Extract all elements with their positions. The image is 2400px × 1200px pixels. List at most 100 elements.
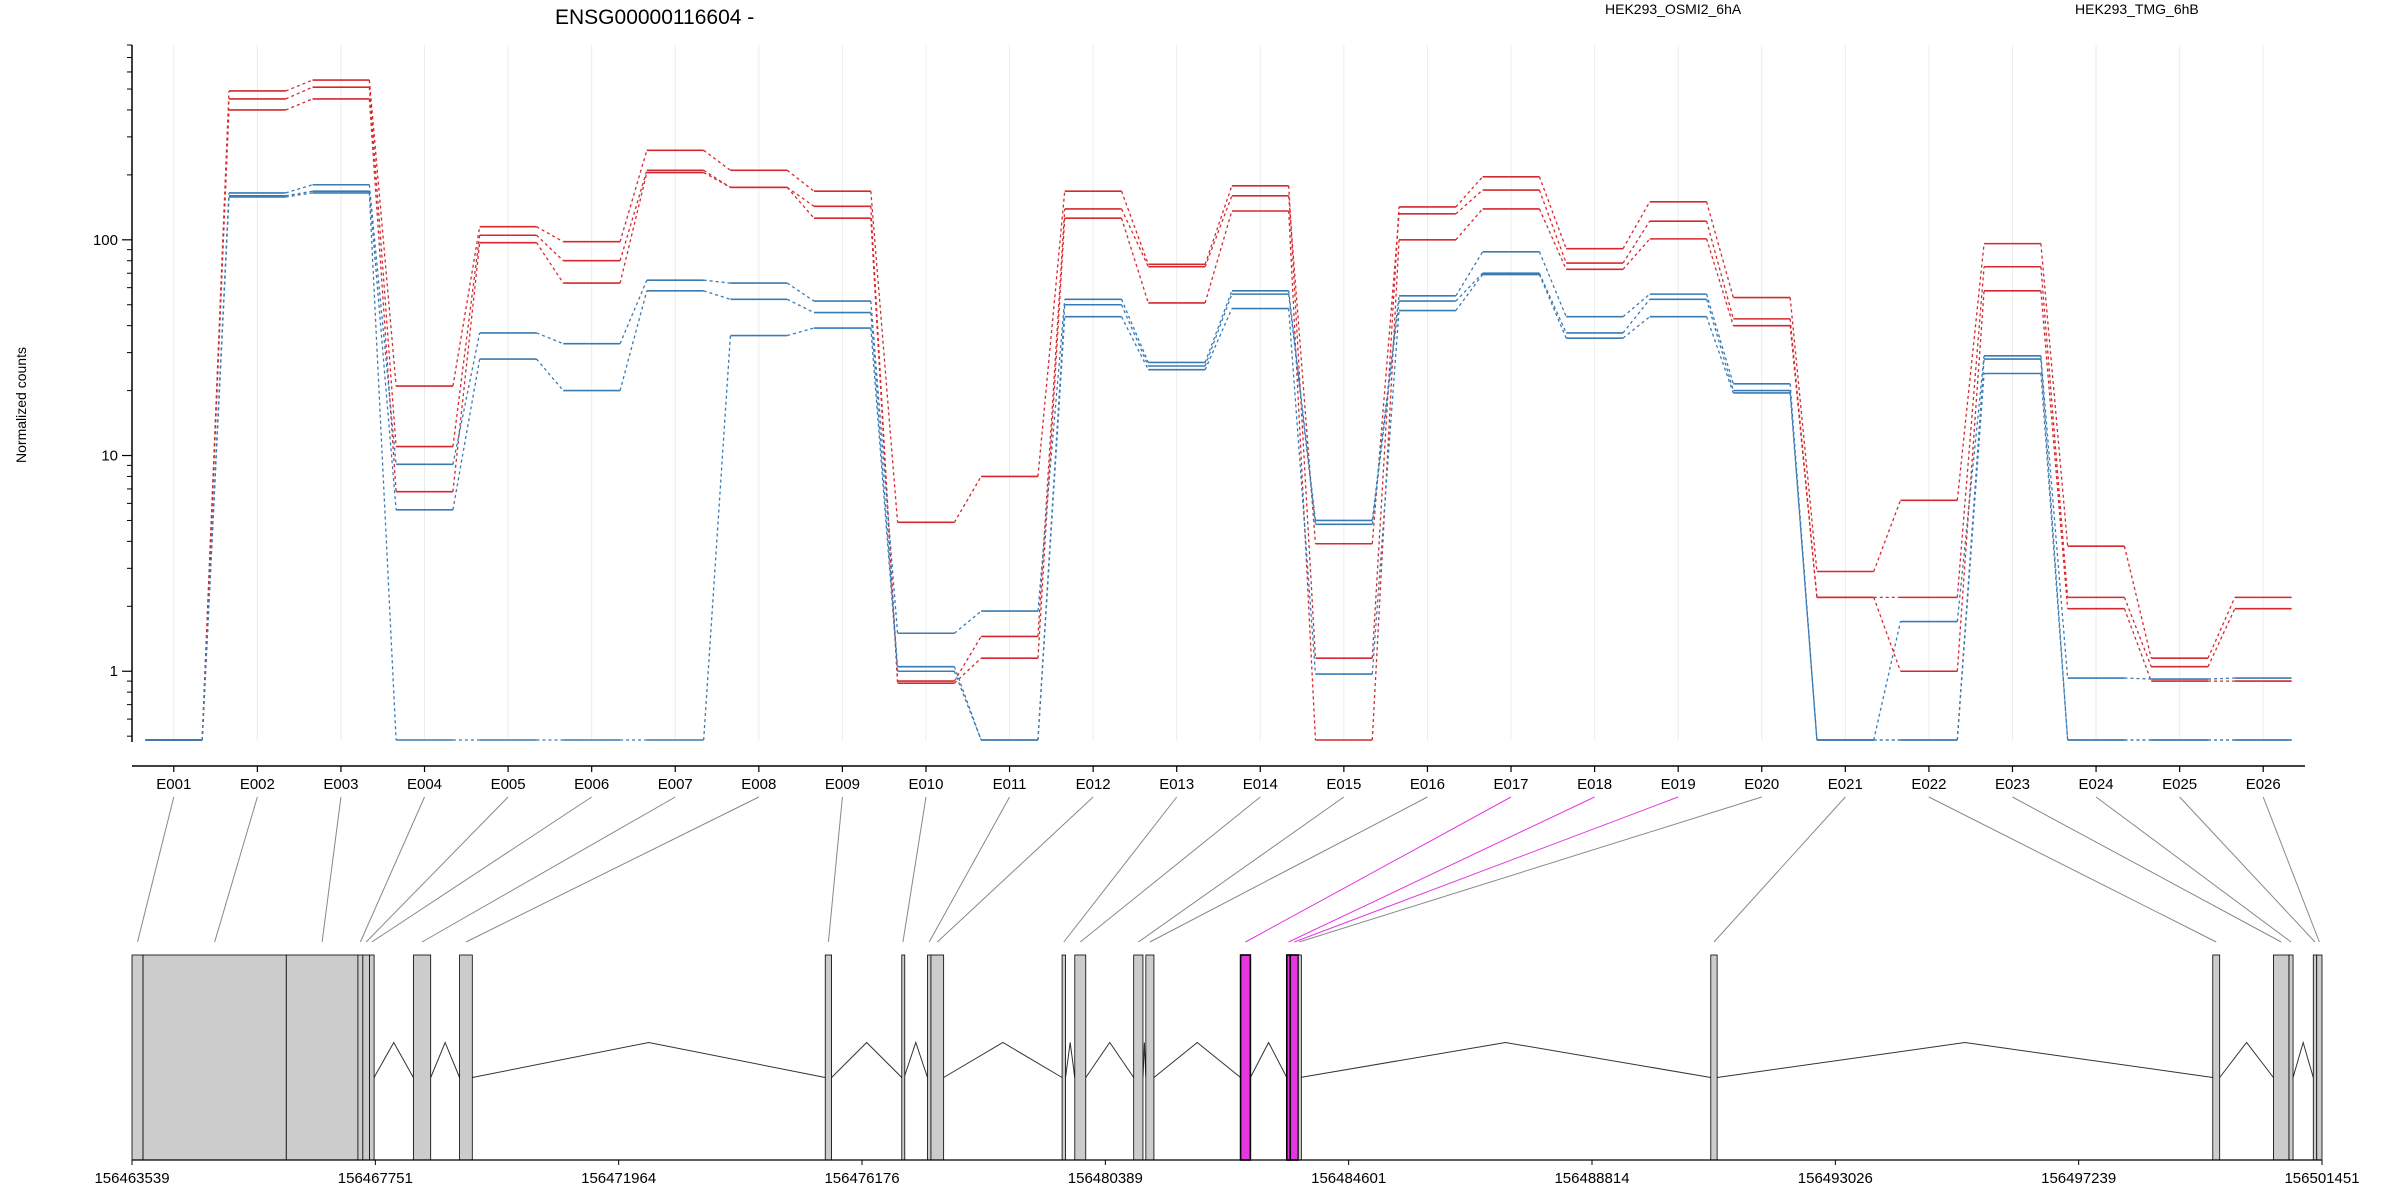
x-tick-label: E017: [1493, 776, 1528, 793]
grid-lines: [173, 45, 2264, 740]
exon-E002: [142, 954, 287, 1161]
series-transition: [201, 192, 230, 741]
exon-E020: [1297, 954, 1302, 1161]
series-transition: [535, 242, 564, 284]
series-transition: [1288, 290, 1317, 521]
x-tick-label: E013: [1159, 776, 1194, 793]
coord-tick-label: 156488814: [1554, 1170, 1629, 1187]
exon-E010: [901, 954, 906, 1161]
intron: [1065, 1042, 1076, 1078]
series-transition: [368, 184, 397, 465]
x-tick-label: E003: [323, 776, 358, 793]
series-transition: [1204, 185, 1233, 265]
y-axis-label: Normalized counts: [13, 347, 29, 463]
intron: [373, 1041, 414, 1078]
series-transition: [619, 172, 648, 284]
series-transition: [619, 290, 648, 391]
exon-E008: [459, 954, 473, 1161]
series-transition: [2207, 597, 2236, 659]
series-transition: [2123, 597, 2152, 667]
series-transition: [1371, 310, 1400, 675]
intron: [1142, 1042, 1147, 1078]
connector-E018: [1288, 796, 1595, 943]
exon-E003: [285, 954, 359, 1161]
series-transition: [1455, 272, 1484, 302]
series-transition: [786, 282, 815, 302]
series-transition: [1120, 299, 1149, 363]
coord-tick-label: 156467751: [338, 1170, 413, 1187]
series-transition: [1622, 298, 1651, 334]
series-transition: [452, 358, 481, 510]
connector-E026: [2262, 796, 2320, 943]
exon-E022: [2212, 954, 2221, 1161]
series-transition: [703, 335, 732, 741]
series-transition: [1873, 500, 1902, 572]
exon-E012: [930, 954, 945, 1161]
exon-E009: [824, 954, 832, 1161]
series-transition: [2123, 546, 2152, 659]
connector-E006: [371, 796, 592, 943]
series-transition: [1538, 251, 1567, 317]
intron: [943, 1041, 1063, 1078]
series-transition: [1538, 189, 1567, 264]
series-transition: [368, 192, 397, 741]
intron: [472, 1041, 826, 1078]
coord-tick-label: 156463539: [94, 1170, 169, 1187]
series-HEK293_OSMI2_6hA-1: [145, 86, 2292, 741]
x-tick-label: E004: [407, 776, 442, 793]
intron: [2219, 1041, 2274, 1078]
x-tick-label: E006: [574, 776, 609, 793]
series-transition: [703, 290, 731, 300]
series-transition: [786, 186, 815, 219]
series-transition: [1705, 316, 1734, 394]
series-transition: [2207, 608, 2236, 667]
exon-E011: [927, 954, 932, 1161]
series-transition: [1455, 208, 1484, 241]
series-transition: [536, 226, 564, 243]
series-transition: [1037, 316, 1066, 741]
series-transition: [1037, 208, 1066, 637]
series-transition: [953, 666, 982, 741]
series-transition: [1622, 220, 1651, 264]
x-tick-label: E018: [1577, 776, 1612, 793]
series-HEK293_TMG_6hB-3: [145, 183, 2292, 741]
series-transition: [536, 358, 564, 392]
x-tick-label: E019: [1661, 776, 1696, 793]
exon-E016: [1145, 954, 1155, 1161]
series-transition: [1622, 201, 1651, 249]
series-transition: [1538, 208, 1567, 270]
series-transition: [1455, 176, 1484, 208]
series-transition: [1789, 325, 1818, 598]
connector-E001: [137, 796, 175, 943]
series-HEK293_OSMI2_6hA-2: [145, 98, 2292, 741]
chart-title: ENSG00000116604 -: [555, 6, 754, 29]
x-tick-label: E009: [825, 776, 860, 793]
connector-E019: [1294, 796, 1679, 943]
axes: 1 10 100 E001 E002 E003 E004 E005 E006 E007 E008 E0…: [93, 44, 2305, 793]
x-tick-label: E008: [741, 776, 776, 793]
series-transition: [536, 332, 564, 345]
connector-E016: [1149, 796, 1428, 943]
series-transition: [452, 332, 481, 465]
series-transition: [703, 171, 731, 188]
series-transition: [953, 636, 982, 682]
series-transition: [787, 327, 815, 337]
series-transition: [2208, 677, 2235, 680]
connector-E015: [1138, 796, 1345, 943]
exon-E021: [1710, 954, 1718, 1161]
series-transition: [1956, 243, 1985, 501]
series-transition: [1956, 290, 1985, 672]
connector-E004: [359, 796, 425, 943]
x-tick-label: E011: [993, 776, 1027, 793]
series-transition: [1956, 266, 1985, 598]
series-transition: [2040, 359, 2069, 741]
exon-E026: [2316, 954, 2323, 1161]
series-transition: [1789, 392, 1818, 741]
exon-E006: [369, 954, 375, 1161]
x-tick-label: E023: [1995, 776, 2030, 793]
series-transition: [1288, 294, 1317, 525]
series-transition: [619, 170, 648, 261]
intron: [1299, 1041, 1711, 1078]
series-transition: [953, 610, 982, 634]
connector-E021: [1713, 796, 1846, 943]
